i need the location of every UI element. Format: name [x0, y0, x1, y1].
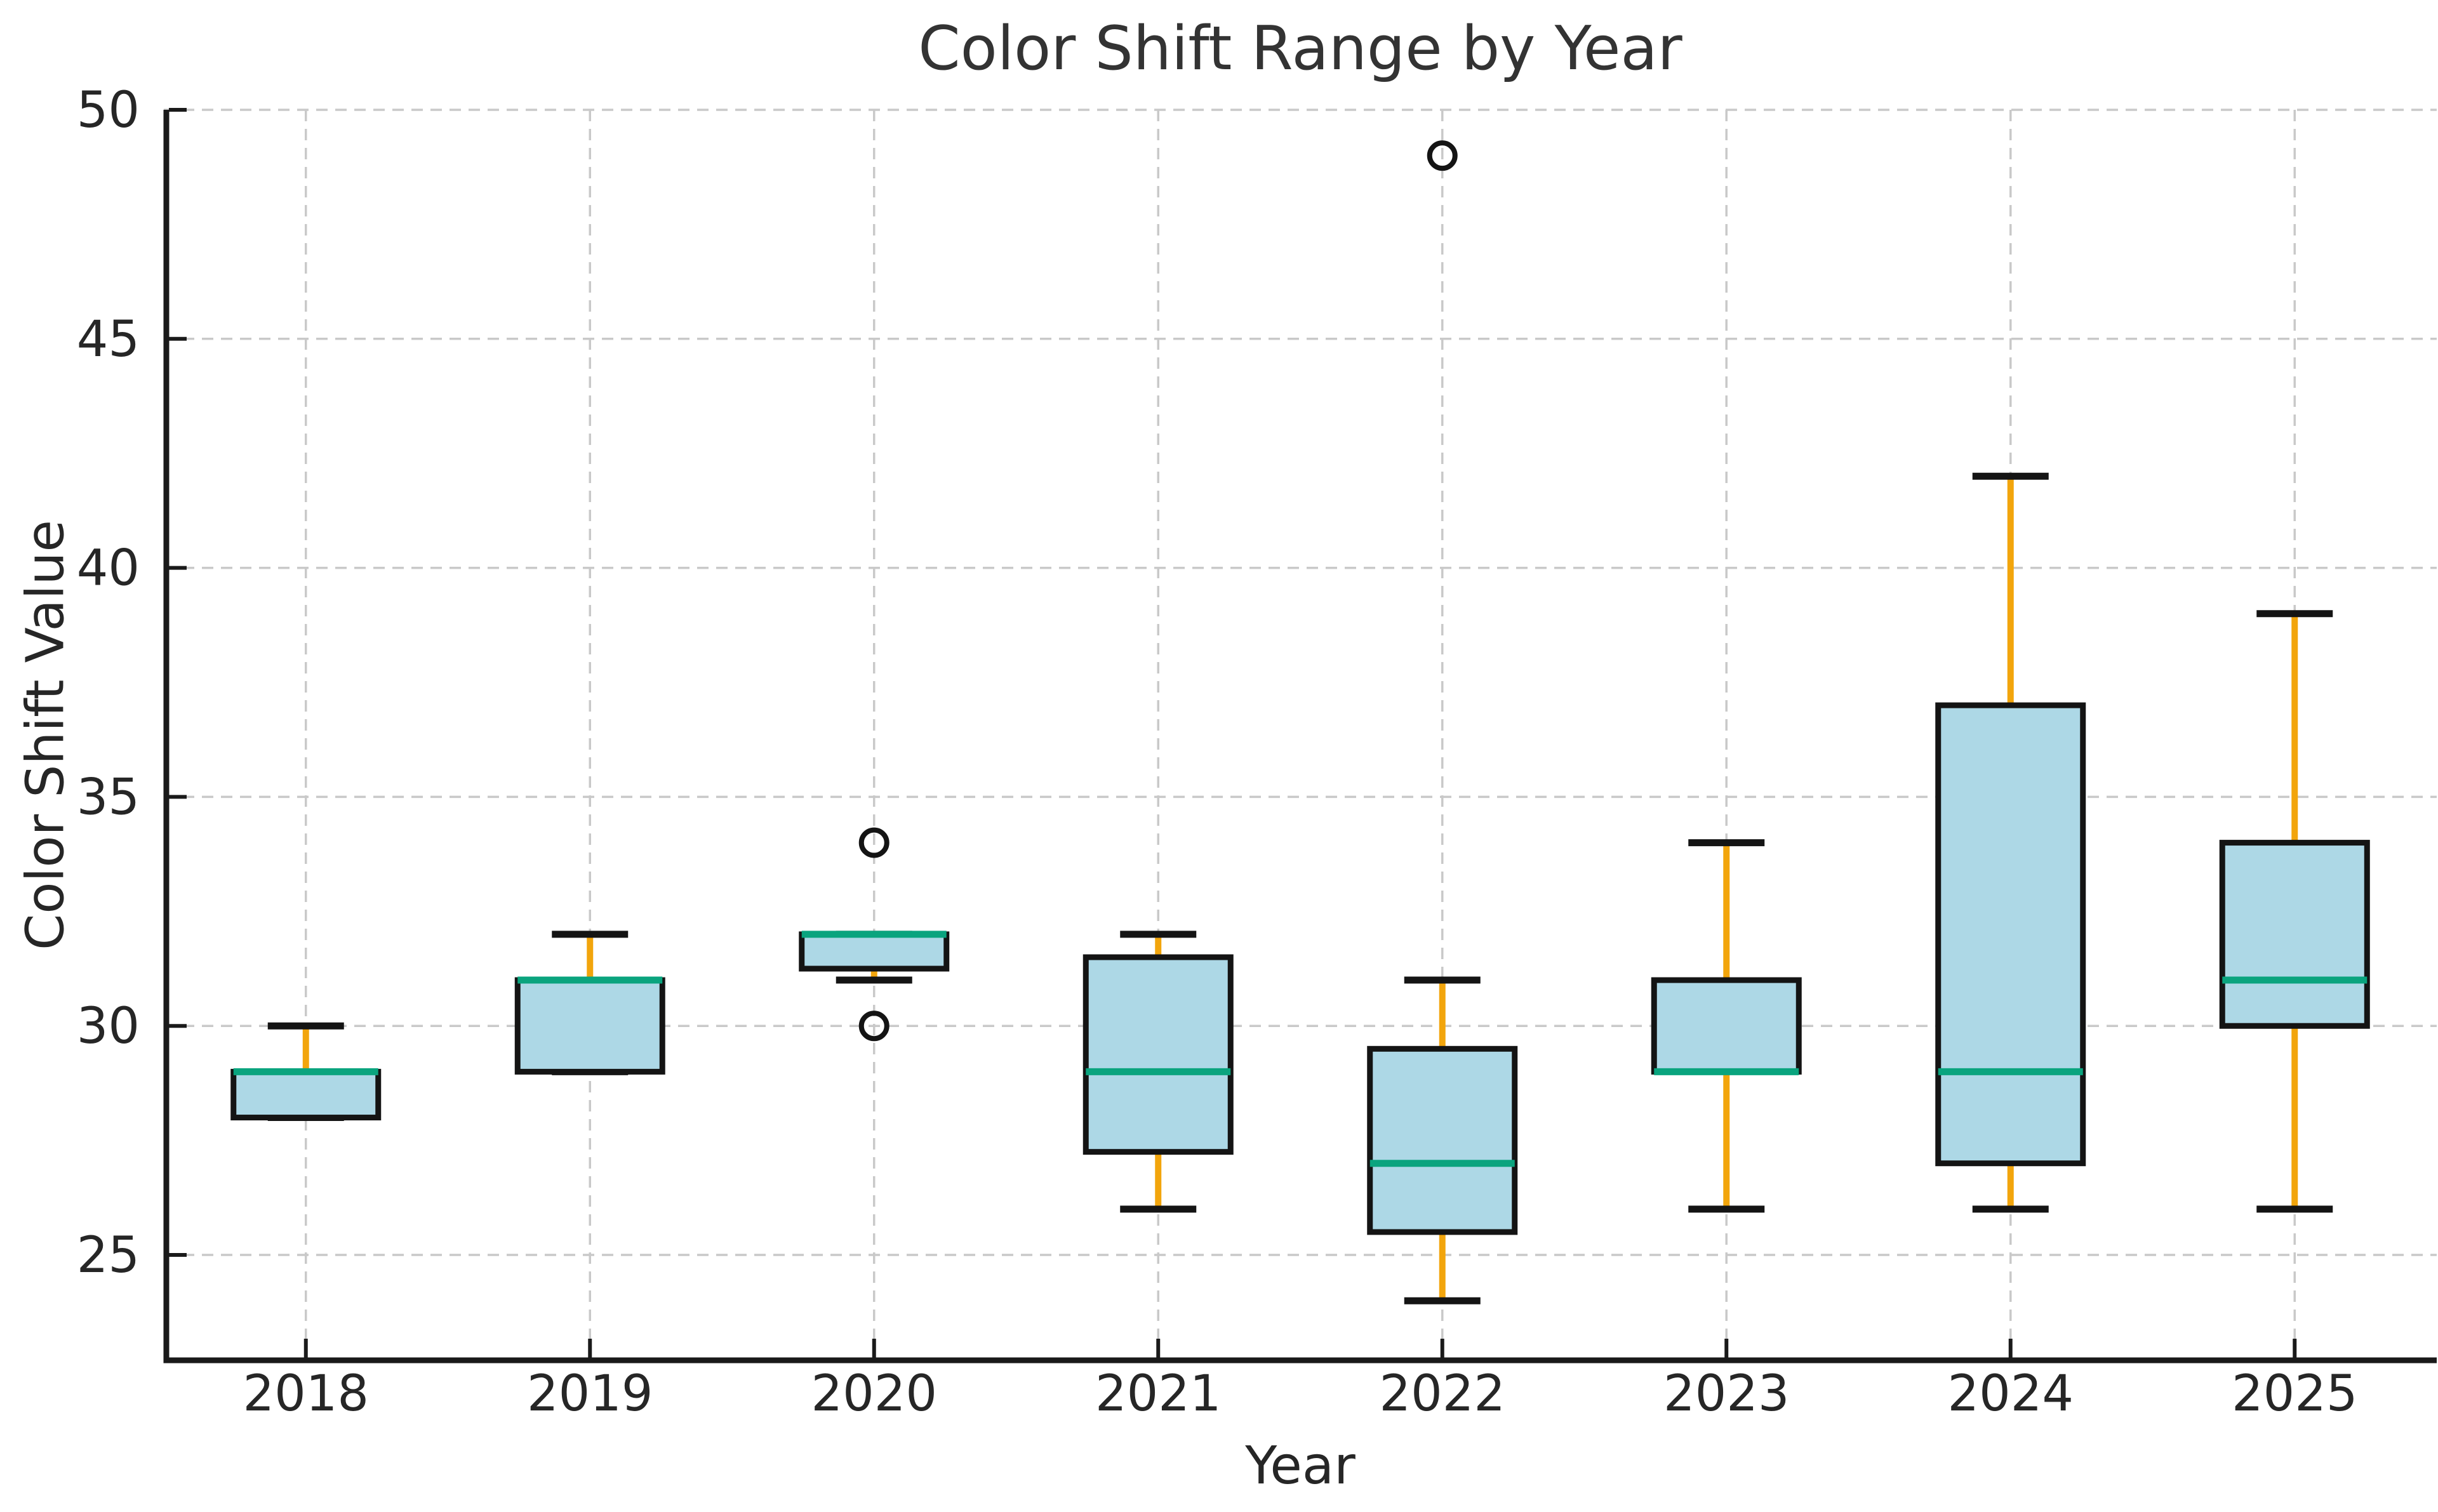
box-2025: [2219, 840, 2370, 1029]
y-tick-label: 50: [77, 82, 140, 139]
box-2018: [230, 1068, 382, 1121]
box-2024: [1935, 702, 2086, 1167]
box-2021: [1082, 954, 1234, 1155]
x-tick-label: 2019: [527, 1365, 653, 1422]
y-tick-label: 30: [77, 998, 140, 1055]
y-tick-label: 25: [77, 1227, 140, 1284]
x-tick-label: 2022: [1379, 1365, 1505, 1422]
x-tick-label: 2023: [1663, 1365, 1790, 1422]
x-tick-label: 2021: [1095, 1365, 1222, 1422]
y-tick-label: 40: [77, 540, 140, 597]
box-2019: [514, 977, 665, 1075]
y-tick-label: 35: [77, 769, 140, 826]
chart-title: Color Shift Range by Year: [918, 14, 1682, 84]
box-2020: [799, 931, 950, 972]
x-tick-label: 2020: [811, 1365, 937, 1422]
y-axis-title: Color Shift Value: [15, 520, 76, 950]
x-axis-title: Year: [1245, 1436, 1356, 1496]
x-tick-label: 2024: [1947, 1365, 2074, 1422]
outlier-point: [1427, 140, 1458, 171]
outlier-point: [858, 1011, 889, 1042]
x-tick-label: 2025: [2232, 1365, 2358, 1422]
x-tick-label: 2018: [243, 1365, 369, 1422]
outlier-point: [858, 827, 889, 858]
box-2023: [1651, 977, 1802, 1075]
y-tick-label: 45: [77, 311, 140, 368]
box-2022: [1367, 1045, 1518, 1235]
